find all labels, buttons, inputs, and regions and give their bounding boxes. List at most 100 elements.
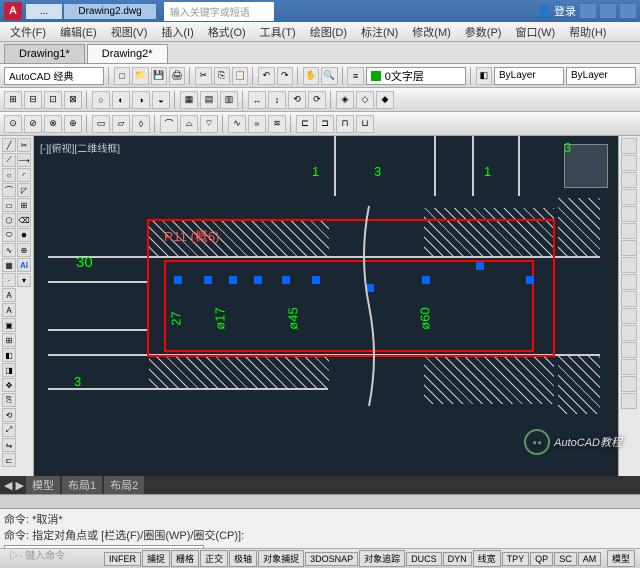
rt-5[interactable] — [621, 206, 637, 222]
menu-dim[interactable]: 标注(N) — [355, 22, 404, 42]
tb3-6[interactable]: ▱ — [112, 115, 130, 133]
grip[interactable] — [476, 262, 484, 270]
mirror-icon[interactable]: ⇋ — [2, 438, 16, 452]
text-icon[interactable]: A — [2, 288, 16, 302]
menu-edit[interactable]: 编辑(E) — [54, 22, 103, 42]
fillet-icon[interactable]: ◜ — [17, 168, 31, 182]
sb-sc[interactable]: SC — [554, 552, 577, 566]
doc-tab-1[interactable]: Drawing1* — [4, 44, 85, 63]
tb2-16[interactable]: ◈ — [336, 91, 354, 109]
menu-draw[interactable]: 绘图(D) — [304, 22, 353, 42]
grip[interactable] — [204, 276, 212, 284]
paste-icon[interactable]: 📋 — [232, 67, 248, 85]
model-tab[interactable]: 模型 — [26, 476, 60, 494]
tb2-11[interactable]: ▥ — [220, 91, 238, 109]
zoom-icon[interactable]: 🔍 — [321, 67, 337, 85]
menu-modify[interactable]: 修改(M) — [406, 22, 457, 42]
rt-7[interactable] — [621, 240, 637, 256]
ai-icon[interactable]: AI — [17, 258, 31, 272]
color-icon[interactable]: ◧ — [476, 67, 492, 85]
grip[interactable] — [174, 276, 182, 284]
mtext-icon[interactable]: A — [2, 303, 16, 317]
scale-icon[interactable]: ⤢ — [2, 423, 16, 437]
rt-14[interactable] — [621, 359, 637, 375]
file-title-tab[interactable]: Drawing2.dwg — [64, 4, 155, 19]
extend-icon[interactable]: ⟶ — [17, 153, 31, 167]
menu-format[interactable]: 格式(O) — [202, 22, 252, 42]
chamfer-icon[interactable]: ◸ — [17, 183, 31, 197]
tb3-15[interactable]: ⊐ — [316, 115, 334, 133]
layer-icon[interactable]: ≡ — [347, 67, 363, 85]
sb-snap[interactable]: 捕捉 — [142, 550, 170, 567]
tb3-1[interactable]: ⊙ — [4, 115, 22, 133]
rt-9[interactable] — [621, 274, 637, 290]
pline-icon[interactable]: ⟋ — [2, 153, 16, 167]
sb-3dosnap[interactable]: 3DOSNAP — [305, 552, 358, 566]
workspace-combo[interactable]: AutoCAD 经典 — [4, 67, 104, 85]
sb-polar[interactable]: 极轴 — [229, 550, 257, 567]
tb2-2[interactable]: ⊟ — [24, 91, 42, 109]
sb-otrack[interactable]: 对象追踪 — [359, 550, 405, 567]
menu-param[interactable]: 参数(P) — [459, 22, 508, 42]
login-link[interactable]: 👤 登录 — [537, 3, 576, 19]
sb-dyn[interactable]: DYN — [443, 552, 472, 566]
menu-window[interactable]: 窗口(W) — [509, 22, 561, 42]
tb3-3[interactable]: ⊗ — [44, 115, 62, 133]
tb3-11[interactable]: ∿ — [228, 115, 246, 133]
tb3-14[interactable]: ⊏ — [296, 115, 314, 133]
array-icon[interactable]: ⊞ — [17, 198, 31, 212]
grip[interactable] — [229, 276, 237, 284]
block-icon[interactable]: ▣ — [2, 318, 16, 332]
tb2-1[interactable]: ⊞ — [4, 91, 22, 109]
layout1-tab[interactable]: 布局1 — [62, 476, 102, 494]
rotate-icon[interactable]: ⟲ — [2, 408, 16, 422]
maximize-button[interactable] — [600, 4, 616, 18]
tb2-18[interactable]: ◆ — [376, 91, 394, 109]
line-icon[interactable]: ╱ — [2, 138, 16, 152]
grip[interactable] — [282, 276, 290, 284]
tb3-4[interactable]: ⊕ — [64, 115, 82, 133]
trim-icon[interactable]: ✂ — [17, 138, 31, 152]
menu-file[interactable]: 文件(F) — [4, 22, 52, 42]
rt-8[interactable] — [621, 257, 637, 273]
sb-tpy[interactable]: TPY — [502, 552, 530, 566]
color-combo[interactable]: ByLayer — [494, 67, 564, 85]
sb-ortho[interactable]: 正交 — [200, 550, 228, 567]
rt-10[interactable] — [621, 291, 637, 307]
open-icon[interactable]: 📁 — [132, 67, 148, 85]
sb-grid[interactable]: 栅格 — [171, 550, 199, 567]
minimize-button[interactable] — [580, 4, 596, 18]
copy2-icon[interactable]: ⎘ — [2, 393, 16, 407]
rt-4[interactable] — [621, 189, 637, 205]
tb2-12[interactable]: ↔ — [248, 91, 266, 109]
save-icon[interactable]: 💾 — [151, 67, 167, 85]
grip[interactable] — [422, 276, 430, 284]
sb-model[interactable]: 模型 — [607, 550, 635, 567]
explode-icon[interactable]: ✸ — [17, 228, 31, 242]
hatch-icon[interactable]: ▦ — [2, 258, 16, 272]
point-icon[interactable]: · — [2, 273, 16, 287]
rt-11[interactable] — [621, 308, 637, 324]
menu-tools[interactable]: 工具(T) — [254, 22, 302, 42]
doc-tab-2[interactable]: Drawing2* — [87, 44, 168, 63]
table-icon[interactable]: ⊞ — [2, 333, 16, 347]
tb2-8[interactable]: ◒ — [152, 91, 170, 109]
tb2-6[interactable]: ◐ — [112, 91, 130, 109]
arc-icon[interactable]: ⌒ — [2, 183, 16, 197]
copy-icon[interactable]: ⎘ — [214, 67, 230, 85]
print-icon[interactable]: 🖨 — [169, 67, 185, 85]
rect-icon[interactable]: ▭ — [2, 198, 16, 212]
sb-lwt[interactable]: 线宽 — [473, 550, 501, 567]
undo-icon[interactable]: ↶ — [258, 67, 274, 85]
sb-osnap[interactable]: 对象捕捉 — [258, 550, 304, 567]
layout-nav[interactable]: ◀ ▶ — [4, 479, 24, 492]
rt-16[interactable] — [621, 393, 637, 409]
tb3-17[interactable]: ⊔ — [356, 115, 374, 133]
pan-icon[interactable]: ✋ — [303, 67, 319, 85]
poly-icon[interactable]: ⬠ — [2, 213, 16, 227]
close-button[interactable] — [620, 4, 636, 18]
spline-icon[interactable]: ∿ — [2, 243, 16, 257]
tb3-16[interactable]: ⊓ — [336, 115, 354, 133]
menu-view[interactable]: 视图(V) — [105, 22, 154, 42]
grip[interactable] — [254, 276, 262, 284]
